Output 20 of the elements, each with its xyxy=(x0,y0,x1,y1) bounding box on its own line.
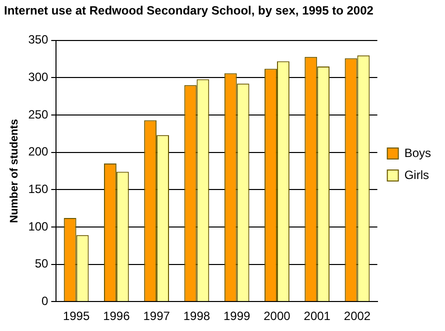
y-tick-label: 50 xyxy=(34,256,49,271)
y-tick-label: 100 xyxy=(28,219,49,234)
chart-title: Internet use at Redwood Secondary School, by sex, 1995 to 2002 xyxy=(4,4,374,18)
x-tick-label: 1999 xyxy=(223,309,251,324)
legend-label: Boys xyxy=(404,146,432,160)
x-tick-label: 1995 xyxy=(62,309,90,324)
y-axis-title: Number of students xyxy=(8,119,21,223)
y-tick-label: 300 xyxy=(28,70,49,84)
x-tick-label: 1996 xyxy=(103,309,130,324)
x-tick-label: 1997 xyxy=(143,309,170,324)
y-tick-label: 150 xyxy=(28,182,49,196)
legend-label: Girls xyxy=(404,168,429,182)
y-tick-label: 250 xyxy=(28,107,49,122)
x-tick-label: 2001 xyxy=(304,309,331,324)
y-tick-label: 350 xyxy=(28,32,49,47)
x-tick-label: 2000 xyxy=(264,309,291,324)
x-tick-label: 1998 xyxy=(183,309,210,324)
y-tick-label: 200 xyxy=(28,144,49,159)
x-tick-label: 2002 xyxy=(344,309,371,324)
y-tick-label: 0 xyxy=(42,294,49,308)
